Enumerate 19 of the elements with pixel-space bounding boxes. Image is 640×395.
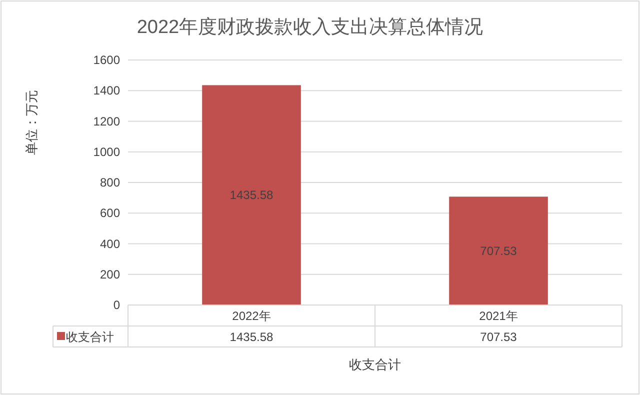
y-tick-label: 200	[100, 267, 120, 282]
text: 1435.58	[230, 330, 274, 344]
data-label: 1435.58	[230, 188, 274, 202]
y-tick-label: 1600	[93, 53, 120, 67]
x-tick-label: 2022年	[232, 309, 271, 323]
y-tick-label: 400	[100, 236, 120, 251]
text: 707.53	[480, 330, 518, 344]
y-axis-title: 单位：万元	[24, 90, 39, 155]
y-tick-label: 1200	[93, 114, 120, 128]
y-tick-label: 600	[100, 206, 120, 220]
x-tick-label: 2021年	[479, 309, 518, 323]
x-axis-title: 收支合计	[349, 357, 401, 372]
y-tick-label: 1000	[93, 144, 120, 159]
data-label: 707.53	[480, 244, 518, 258]
y-tick-label: 800	[100, 176, 120, 190]
chart-title: 2022年度财政拨款收入支出决算总体情况	[136, 16, 484, 38]
y-tick-label: 0	[113, 298, 120, 312]
legend-label: 收支合计	[66, 330, 114, 344]
y-tick-label: 1400	[93, 84, 120, 98]
